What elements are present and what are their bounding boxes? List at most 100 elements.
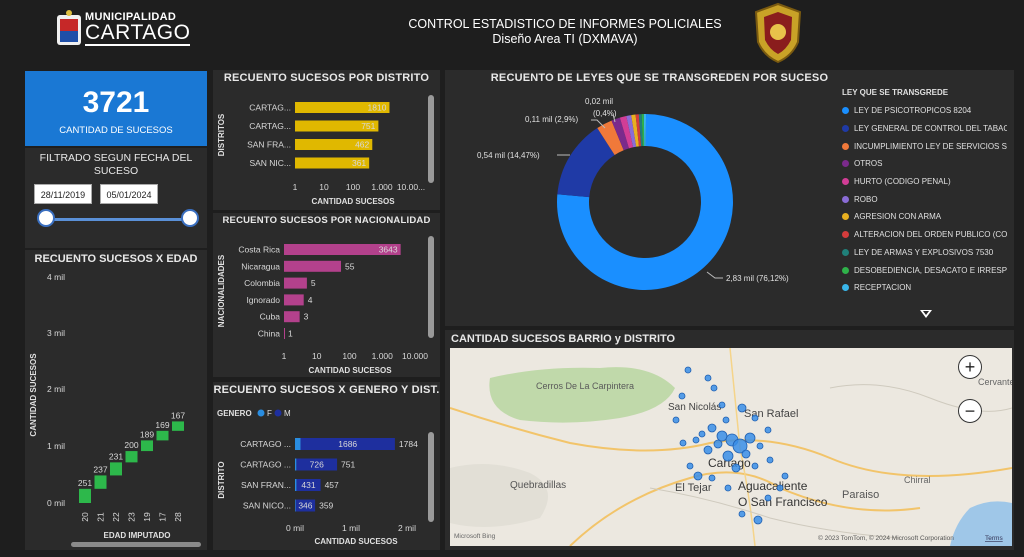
leyes-legend-item[interactable]: RECEPTACION [842,279,1007,297]
map-incident-marker[interactable] [764,494,772,502]
map-incident-marker[interactable] [776,484,784,492]
map-terms-link[interactable]: Terms [985,535,1003,542]
genero-bar-m[interactable] [296,479,321,491]
map-incident-marker[interactable] [707,423,717,433]
nacionalidad-bar[interactable] [284,328,285,339]
leyes-legend-item[interactable]: LEY DE ARMAS Y EXPLOSIVOS 7530 [842,244,1007,262]
start-date-input[interactable]: 28/11/2019 [34,184,92,204]
end-date-input[interactable]: 05/01/2024 [100,184,158,204]
map-incident-marker[interactable] [684,366,692,374]
map-incident-marker[interactable] [704,374,712,382]
edad-bar[interactable] [156,430,169,441]
leyes-legend-item[interactable]: AGRESION CON ARMA [842,208,1007,226]
genero-bar-m[interactable] [300,438,395,450]
edad-bar[interactable] [125,451,138,463]
distrito-bar[interactable] [295,157,370,169]
edad-ylabel: CANTIDAD SUCESOS [29,353,38,437]
map-incident-marker[interactable] [724,484,732,492]
edad-bar[interactable] [110,462,122,476]
leyes-legend-item[interactable]: LEY GENERAL DE CONTROL DEL TABAC... [842,120,1007,138]
donut-slice[interactable] [643,114,647,147]
map-incident-marker[interactable] [713,439,723,449]
map-incident-marker[interactable] [764,426,772,434]
map-incident-marker[interactable] [708,474,716,482]
date-slider-track[interactable] [47,218,190,221]
nacionalidad-bar[interactable] [284,294,304,306]
leyes-legend-item[interactable]: ROBO [842,190,1007,208]
genero-bar-m[interactable] [296,458,338,471]
genero-bar-m[interactable] [295,499,316,512]
legend-dot-icon [842,266,849,274]
donut-slice[interactable] [557,114,733,290]
edad-bar[interactable] [94,475,107,489]
map-incident-marker[interactable] [731,463,741,473]
map-zoom-in-button[interactable]: + [958,355,982,379]
map-incident-marker[interactable] [710,384,718,392]
map-incident-marker[interactable] [693,471,703,481]
nacionalidad-bar[interactable] [284,244,401,255]
edad-bar[interactable] [172,421,184,431]
map-incident-marker[interactable] [672,416,680,424]
map-incident-marker[interactable] [744,432,756,444]
map-incident-marker[interactable] [722,450,734,462]
nacionalidad-scrollbar[interactable] [428,236,434,338]
map-incident-marker[interactable] [722,416,730,424]
date-slider-start-handle[interactable] [37,209,55,227]
map-incident-marker[interactable] [766,456,774,464]
genero-scrollbar[interactable] [428,432,434,522]
donut-slice[interactable] [597,120,624,155]
edad-xtick: 23 [127,512,137,522]
donut-slice[interactable] [557,128,615,198]
legend-dot-icon [842,231,849,239]
leyes-legend-item[interactable]: LEY DE PSICOTROPICOS 8204 [842,102,1007,120]
map-incident-marker[interactable] [703,445,713,455]
donut-slice[interactable] [626,115,637,148]
map-incident-marker[interactable] [718,401,726,409]
map-incident-marker[interactable] [737,403,747,413]
donut-slice[interactable] [638,114,643,147]
map-incident-marker[interactable] [716,430,728,442]
genero-bar-f[interactable] [295,438,301,450]
edad-bar[interactable] [79,488,91,503]
leyes-legend-item[interactable]: ALTERACION DEL ORDEN PUBLICO (CO... [842,226,1007,244]
edad-scrollbar[interactable] [71,542,201,547]
map-incident-marker[interactable] [678,392,686,400]
map-incident-marker[interactable] [751,462,759,470]
map-incident-marker[interactable] [686,462,694,470]
leyes-legend-item[interactable]: DESOBEDIENCIA, DESACATO E IRRESPE... [842,261,1007,279]
map-view[interactable]: Cerros De La Carpintera San Nicolás San … [450,348,1012,546]
donut-slice[interactable] [631,114,639,147]
distrito-scrollbar[interactable] [428,95,434,183]
genero-bar-f[interactable] [295,479,297,491]
donut-slice[interactable] [611,117,629,151]
leyes-legend-item[interactable]: OTROS [842,155,1007,173]
map-incident-marker[interactable] [741,449,751,459]
donut-slice[interactable] [641,114,645,147]
map-incident-marker[interactable] [756,442,764,450]
donut-slice[interactable] [619,116,634,149]
map-incident-marker[interactable] [751,414,759,422]
leyes-legend-item[interactable]: INCUMPLIMIENTO LEY DE SERVICIOS S... [842,137,1007,155]
genero-bar-f[interactable] [295,458,297,471]
nacionalidad-bar[interactable] [284,311,300,323]
donut-slice[interactable] [635,114,642,147]
distrito-bar[interactable] [295,139,373,150]
distrito-bar[interactable] [295,120,379,132]
genero-category-label: SAN NICO... [243,501,291,511]
map-incident-marker[interactable] [732,438,748,454]
map-incident-marker[interactable] [738,510,746,518]
nacionalidad-bar[interactable] [284,277,307,289]
distrito-bar[interactable] [295,102,390,113]
genero-bar-f[interactable] [295,499,296,512]
date-slider-end-handle[interactable] [181,209,199,227]
edad-bar-label: 200 [124,440,138,450]
edad-bar[interactable] [141,440,153,452]
leyes-legend-item[interactable]: HURTO (CODIGO PENAL) [842,173,1007,191]
map-incident-marker[interactable] [781,472,789,480]
map-incident-marker[interactable] [692,436,700,444]
map-zoom-out-button[interactable]: − [958,399,982,423]
map-incident-marker[interactable] [698,430,706,438]
map-incident-marker[interactable] [679,439,687,447]
nacionalidad-bar[interactable] [284,260,341,272]
map-incident-marker[interactable] [753,515,763,525]
